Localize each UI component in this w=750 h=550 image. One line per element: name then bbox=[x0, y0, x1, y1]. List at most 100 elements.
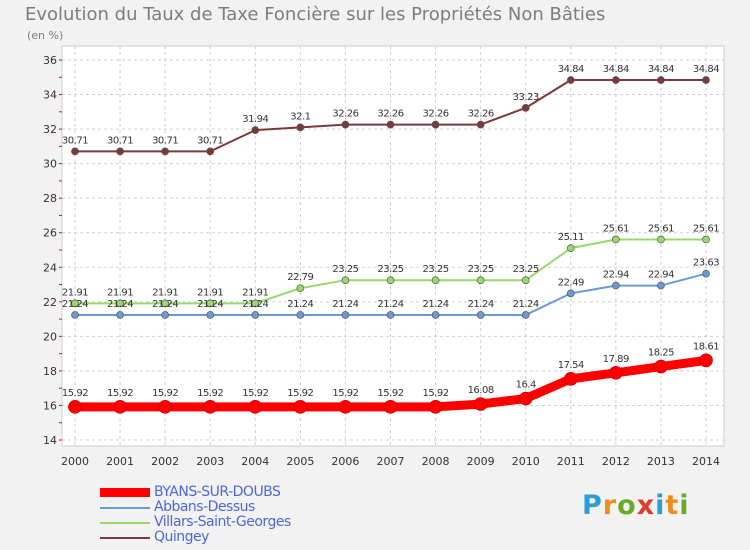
data-label: 18.25 bbox=[648, 348, 674, 359]
x-tick-label: 2002 bbox=[151, 455, 179, 468]
legend-label: Abbans-Dessus bbox=[154, 499, 255, 515]
logo-letter: t bbox=[665, 490, 680, 521]
data-label: 17.89 bbox=[603, 354, 629, 365]
data-label: 23.25 bbox=[513, 264, 539, 275]
data-point bbox=[251, 299, 260, 308]
data-label: 21.24 bbox=[513, 299, 539, 310]
y-tick-label: 18 bbox=[43, 365, 57, 378]
legend-label: Villars-Saint-Georges bbox=[154, 514, 291, 530]
data-point bbox=[521, 103, 530, 112]
data-label: 17.54 bbox=[558, 360, 584, 371]
data-label: 21.24 bbox=[62, 299, 88, 310]
y-tick-label: 28 bbox=[43, 192, 57, 205]
data-point bbox=[612, 281, 620, 290]
data-label: 22.49 bbox=[558, 277, 584, 288]
data-label: 32.26 bbox=[468, 109, 494, 120]
chart-unit-label: (en %) bbox=[27, 29, 64, 42]
data-label: 25.11 bbox=[558, 232, 584, 243]
y-tick-label: 20 bbox=[43, 330, 57, 343]
data-point bbox=[71, 147, 79, 156]
data-point bbox=[702, 76, 710, 84]
data-label: 21.91 bbox=[62, 287, 88, 298]
legend-swatch bbox=[100, 488, 150, 497]
data-point bbox=[293, 399, 308, 414]
data-label: 21.24 bbox=[423, 299, 449, 310]
data-point bbox=[702, 269, 710, 278]
data-label: 21.24 bbox=[242, 299, 268, 310]
data-point bbox=[158, 399, 172, 414]
data-label: 30.71 bbox=[107, 135, 133, 146]
data-point bbox=[566, 244, 575, 252]
data-label: 33.23 bbox=[513, 92, 539, 103]
y-tick-label: 32 bbox=[43, 123, 57, 136]
legend-label: BYANS-SUR-DOUBS bbox=[154, 484, 281, 500]
data-label: 23.25 bbox=[468, 264, 494, 275]
legend-swatch bbox=[100, 537, 150, 539]
data-label: 21.91 bbox=[107, 287, 133, 298]
data-label: 32.26 bbox=[423, 109, 449, 120]
data-point bbox=[206, 311, 215, 319]
data-point bbox=[566, 76, 575, 84]
data-point bbox=[296, 311, 305, 319]
legend-swatch bbox=[100, 507, 150, 509]
data-label: 21.24 bbox=[197, 299, 223, 310]
data-label: 21.24 bbox=[332, 299, 358, 310]
x-tick-label: 2001 bbox=[106, 455, 134, 468]
data-point bbox=[383, 399, 398, 414]
data-label: 21.91 bbox=[197, 287, 223, 298]
data-point bbox=[71, 299, 79, 308]
data-point bbox=[609, 365, 623, 380]
data-point bbox=[251, 126, 260, 134]
legend-label: Quingey bbox=[154, 529, 209, 545]
data-label: 32.1 bbox=[290, 111, 310, 122]
legend-swatch bbox=[100, 522, 150, 524]
x-tick-label: 2003 bbox=[196, 455, 224, 468]
data-point bbox=[68, 399, 82, 414]
data-point bbox=[341, 276, 350, 285]
data-label: 15.92 bbox=[377, 388, 403, 399]
data-point bbox=[612, 235, 620, 244]
data-point bbox=[431, 311, 440, 319]
data-point bbox=[612, 76, 620, 84]
data-point bbox=[657, 76, 665, 84]
data-point bbox=[476, 311, 485, 319]
data-point bbox=[521, 276, 530, 285]
data-label: 15.92 bbox=[152, 388, 178, 399]
data-point bbox=[386, 120, 395, 129]
data-label: 16.4 bbox=[516, 380, 536, 391]
y-tick-label: 14 bbox=[43, 434, 57, 447]
data-point bbox=[248, 399, 263, 414]
data-label: 25.61 bbox=[603, 223, 629, 234]
y-tick-label: 30 bbox=[43, 158, 57, 171]
y-tick-label: 24 bbox=[43, 261, 57, 274]
y-tick-label: 34 bbox=[43, 89, 57, 102]
data-point bbox=[296, 284, 305, 293]
x-tick-label: 2011 bbox=[557, 455, 585, 468]
y-tick-label: 36 bbox=[43, 54, 57, 67]
x-tick-label: 2004 bbox=[241, 455, 269, 468]
logo-letter: P bbox=[582, 490, 603, 521]
data-point bbox=[657, 281, 665, 290]
data-label: 34.84 bbox=[558, 64, 584, 75]
x-tick-label: 2008 bbox=[422, 455, 450, 468]
data-label: 15.92 bbox=[332, 388, 358, 399]
data-point bbox=[518, 391, 533, 406]
data-point bbox=[702, 235, 710, 244]
data-label: 18.61 bbox=[693, 341, 719, 352]
data-label: 31.94 bbox=[242, 114, 268, 125]
data-label: 21.24 bbox=[152, 299, 178, 310]
logo-letter: i bbox=[679, 490, 690, 521]
x-tick-label: 2014 bbox=[692, 455, 720, 468]
logo-letter: o bbox=[617, 490, 637, 521]
data-label: 30.71 bbox=[197, 135, 223, 146]
data-label: 21.91 bbox=[242, 287, 268, 298]
data-point bbox=[386, 276, 395, 285]
data-point bbox=[341, 120, 350, 129]
data-label: 22.94 bbox=[648, 270, 674, 281]
y-tick-label: 26 bbox=[43, 227, 57, 240]
proxiti-logo: Proxiti bbox=[582, 490, 690, 521]
data-point bbox=[161, 311, 169, 319]
data-label: 22.94 bbox=[603, 270, 629, 281]
data-label: 32.26 bbox=[377, 109, 403, 120]
y-tick-label: 22 bbox=[43, 296, 57, 309]
